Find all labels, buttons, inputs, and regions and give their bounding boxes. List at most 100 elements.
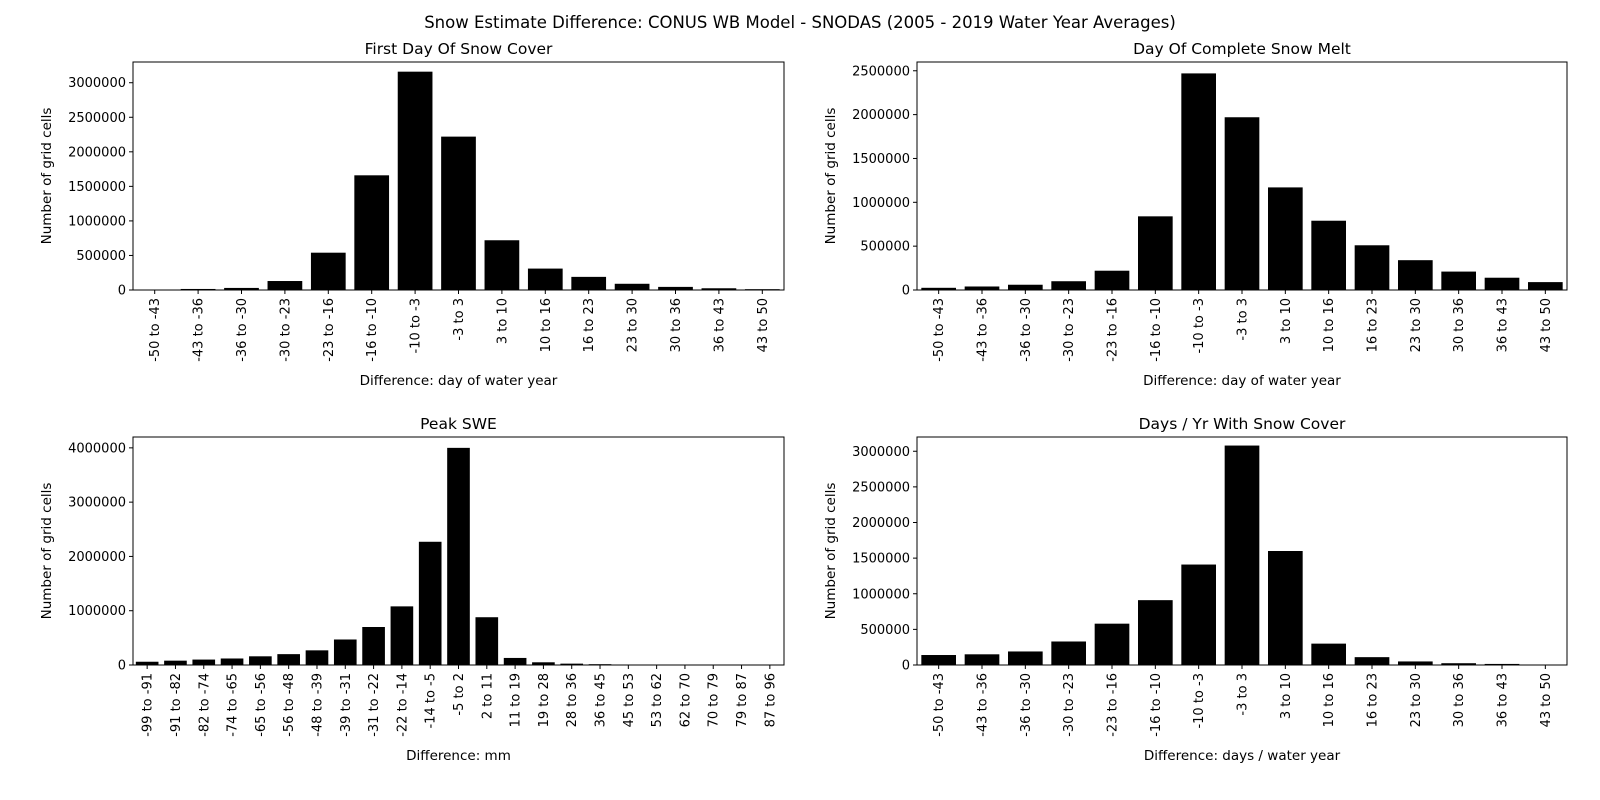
x-axis-label: Difference: day of water year	[360, 373, 558, 389]
x-tick-label: -50 to -43	[148, 298, 163, 362]
x-tick-label: 3 to 10	[1279, 298, 1294, 344]
bar	[503, 657, 527, 665]
bar	[484, 240, 520, 290]
bar	[305, 650, 329, 665]
y-tick-label: 3000000	[852, 445, 910, 460]
bar	[964, 286, 1000, 290]
bar	[1051, 641, 1086, 665]
bar	[135, 661, 159, 665]
x-tick-label: 70 to 79	[707, 673, 722, 727]
bar	[220, 658, 244, 665]
bar	[571, 276, 607, 290]
panels: 0 500000 1000000 1500000 2000000 2500000 30000…	[39, 40, 1568, 764]
y-axis-label: Number of grid cells	[823, 108, 839, 245]
x-tick-label: -10 to -3	[409, 298, 424, 354]
bar	[390, 606, 414, 665]
bar	[362, 627, 385, 665]
bar	[1484, 277, 1520, 290]
x-tick-label: 45 to 53	[622, 673, 637, 727]
x-tick-label: -36 to -30	[235, 298, 250, 362]
bar	[701, 288, 737, 290]
y-axis-label: Number of grid cells	[39, 483, 55, 620]
x-tick-label: 16 to 23	[582, 298, 597, 352]
x-tick-label: 53 to 62	[650, 673, 665, 727]
bar	[1398, 661, 1433, 665]
y-tick-label: 500000	[860, 623, 910, 638]
bar	[1441, 271, 1476, 290]
y-tick-label: 2000000	[852, 108, 910, 123]
x-tick-label: -39 to -31	[339, 673, 354, 737]
bar	[333, 639, 357, 665]
x-tick-label: -65 to -56	[254, 673, 269, 737]
bar	[1441, 663, 1476, 665]
x-tick-label: -23 to -16	[1106, 298, 1121, 362]
y-tick-label: 2000000	[852, 516, 910, 531]
y-tick-label: 1000000	[68, 214, 126, 229]
x-tick-label: 23 to 30	[626, 298, 641, 352]
x-tick-label: 36 to 43	[712, 298, 727, 352]
bar	[267, 281, 303, 290]
x-tick-label: -48 to -39	[310, 673, 325, 737]
bar	[1268, 551, 1303, 665]
bar	[397, 71, 433, 290]
y-tick-label: 2500000	[68, 111, 126, 126]
bar	[1354, 657, 1390, 665]
x-tick-label: 3 to 10	[1279, 673, 1294, 719]
bar	[1181, 73, 1216, 291]
x-tick-label: -22 to -14	[395, 673, 410, 737]
figure-title: Snow Estimate Difference: CONUS WB Model…	[424, 13, 1176, 32]
bar	[1094, 270, 1130, 290]
bar	[532, 662, 555, 665]
x-tick-label: -43 to -36	[976, 298, 991, 362]
x-tick-label: 16 to 23	[1366, 673, 1381, 727]
x-tick-label: 43 to 50	[1539, 298, 1554, 352]
chart-title: Day Of Complete Snow Melt	[1133, 40, 1351, 58]
y-axis-label: Number of grid cells	[823, 483, 839, 620]
bar	[418, 541, 442, 665]
x-tick-label: -50 to -43	[932, 673, 947, 737]
x-tick-label: 3 to 10	[495, 298, 510, 344]
x-tick-label: -3 to 3	[452, 298, 467, 341]
x-tick-label: -10 to -3	[1192, 673, 1207, 729]
x-tick-label: 28 to 36	[565, 673, 580, 727]
x-tick-label: 11 to 19	[509, 673, 524, 727]
bar	[180, 288, 216, 290]
x-tick-label: -36 to -30	[1019, 298, 1034, 362]
chart-title: First Day Of Snow Cover	[365, 40, 553, 58]
x-tick-label: 36 to 45	[594, 673, 609, 727]
x-tick-label: -23 to -16	[322, 298, 337, 362]
x-tick-label: 43 to 50	[1539, 673, 1554, 727]
chart-title: Peak SWE	[420, 415, 497, 433]
x-tick-label: 36 to 43	[1496, 673, 1511, 727]
chart-panel-4: 0 500000 1000000 1500000 2000000 2500000 30000…	[823, 415, 1568, 764]
bar	[1138, 600, 1173, 665]
y-tick-label: 3000000	[68, 496, 126, 511]
x-tick-label: 36 to 43	[1496, 298, 1511, 352]
x-tick-label: -74 to -65	[226, 673, 241, 737]
bar	[1008, 651, 1043, 665]
bar	[1008, 284, 1043, 290]
y-tick-label: 1000000	[68, 604, 126, 619]
y-tick-label: 1500000	[68, 180, 126, 195]
x-tick-label: 43 to 50	[756, 298, 771, 352]
x-axis-label: Difference: mm	[406, 748, 511, 764]
x-tick-label: -43 to -36	[192, 298, 207, 362]
bar	[1268, 187, 1303, 290]
x-tick-label: 2 to 11	[480, 673, 495, 719]
y-tick-label: 1500000	[852, 152, 910, 167]
bar	[921, 287, 956, 290]
x-tick-label: -10 to -3	[1192, 298, 1207, 354]
x-tick-label: -31 to -22	[367, 673, 382, 737]
x-tick-label: 62 to 70	[678, 673, 693, 727]
x-tick-label: -14 to -5	[424, 673, 439, 729]
bar	[1484, 663, 1520, 665]
y-tick-label: 3000000	[68, 76, 126, 91]
x-tick-label: -99 to -91	[141, 673, 156, 737]
bar	[249, 656, 272, 665]
bar	[1138, 216, 1173, 290]
x-tick-label: 87 to 96	[763, 673, 778, 727]
bar	[1051, 281, 1086, 290]
chart-panel-1: 0 500000 1000000 1500000 2000000 2500000 30000…	[39, 40, 785, 389]
bar	[164, 660, 187, 665]
x-tick-label: -82 to -74	[197, 673, 212, 737]
